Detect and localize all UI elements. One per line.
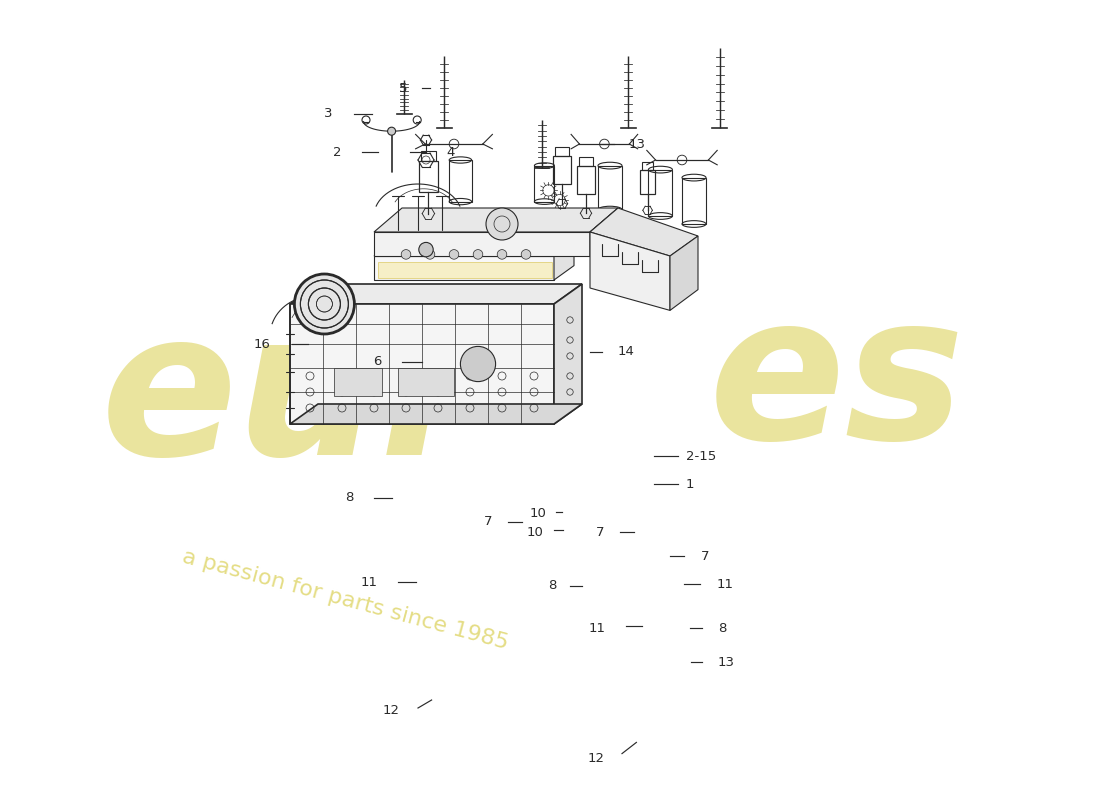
Bar [553, 156, 571, 184]
Text: eur: eur [101, 302, 481, 498]
Text: 8: 8 [548, 579, 557, 592]
Text: 11: 11 [361, 576, 378, 589]
Polygon shape [590, 208, 698, 256]
Text: 8: 8 [718, 622, 726, 634]
Bar [598, 166, 622, 210]
Polygon shape [290, 304, 554, 424]
Circle shape [426, 250, 434, 259]
Text: 1: 1 [686, 478, 694, 490]
Polygon shape [290, 284, 582, 304]
Polygon shape [590, 208, 618, 256]
Circle shape [295, 274, 354, 334]
Circle shape [449, 250, 459, 259]
Polygon shape [670, 236, 698, 310]
Polygon shape [378, 262, 552, 278]
Text: 14: 14 [618, 346, 635, 358]
Text: 12: 12 [587, 752, 604, 765]
Polygon shape [398, 368, 454, 396]
Circle shape [497, 250, 507, 259]
Text: 7: 7 [596, 526, 604, 538]
Text: es: es [708, 286, 965, 482]
Text: 2-15: 2-15 [686, 450, 716, 462]
Circle shape [521, 250, 531, 259]
Bar [648, 170, 672, 216]
Text: a passion for parts since 1985: a passion for parts since 1985 [180, 546, 512, 654]
Bar [556, 147, 569, 156]
Polygon shape [374, 232, 590, 256]
Text: 7: 7 [484, 515, 493, 528]
Bar [642, 162, 653, 170]
Bar [449, 160, 472, 202]
Text: 10: 10 [527, 526, 543, 538]
Text: 12: 12 [383, 704, 399, 717]
Polygon shape [590, 232, 670, 310]
Text: 6: 6 [374, 355, 382, 368]
Bar [535, 166, 554, 202]
Circle shape [486, 208, 518, 240]
Circle shape [461, 346, 496, 382]
Bar [682, 178, 706, 224]
Text: 10: 10 [529, 507, 546, 520]
Polygon shape [554, 284, 582, 424]
Text: 7: 7 [701, 550, 708, 562]
Bar [640, 170, 656, 194]
Polygon shape [554, 240, 574, 280]
Text: 11: 11 [716, 578, 734, 590]
Polygon shape [374, 256, 554, 280]
Bar [419, 162, 438, 192]
Polygon shape [334, 368, 382, 396]
Text: 13: 13 [628, 138, 646, 150]
Bar [421, 151, 436, 162]
Text: 3: 3 [323, 107, 332, 120]
Text: 4: 4 [446, 146, 454, 158]
Polygon shape [374, 208, 618, 232]
Circle shape [473, 250, 483, 259]
Text: 13: 13 [718, 656, 735, 669]
Circle shape [387, 127, 396, 135]
Polygon shape [290, 404, 582, 424]
Circle shape [419, 242, 433, 257]
Text: 8: 8 [345, 491, 354, 504]
Text: 16: 16 [253, 338, 270, 350]
Circle shape [402, 250, 410, 259]
Bar [580, 157, 593, 166]
Text: 2: 2 [333, 146, 342, 158]
Bar [578, 166, 595, 194]
Text: 5: 5 [399, 82, 408, 94]
Text: 11: 11 [588, 622, 606, 634]
Polygon shape [374, 240, 574, 256]
